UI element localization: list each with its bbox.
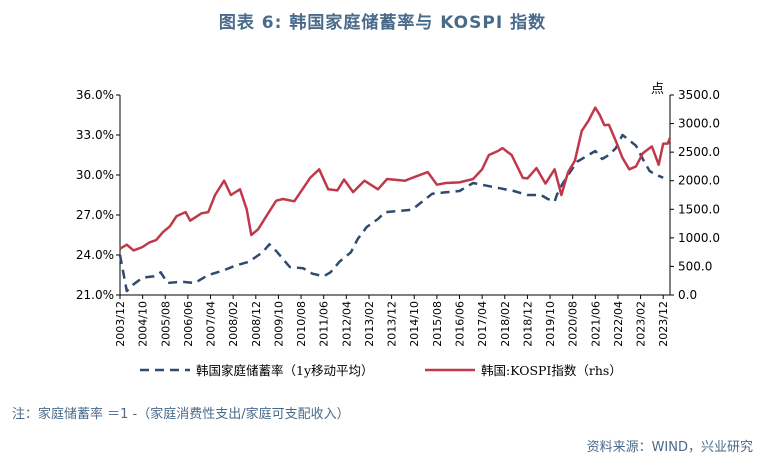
x-tick-label: 2017/04 xyxy=(476,301,489,347)
x-tick-label: 2022/04 xyxy=(612,301,625,347)
right-tick-label: 2500.0 xyxy=(678,145,720,159)
x-tick-label: 2006/06 xyxy=(182,301,195,347)
chart-legend: 韩国家庭储蓄率（1y移动平均） 韩国:KOSPI指数（rhs） xyxy=(140,363,622,378)
right-tick-label: 2000.0 xyxy=(678,174,720,188)
right-axis-unit: 点 xyxy=(651,82,664,97)
x-tick-label: 2016/06 xyxy=(454,301,467,347)
left-tick-label: 30.0% xyxy=(76,168,114,182)
left-tick-label: 21.0% xyxy=(76,288,114,302)
x-tick-label: 2020/08 xyxy=(567,301,580,347)
x-tick-label: 2019/10 xyxy=(544,301,557,347)
x-tick-label: 2021/06 xyxy=(589,301,602,347)
x-tick-label: 2013/12 xyxy=(386,301,399,347)
right-tick-label: 1000.0 xyxy=(678,231,720,245)
x-tick-label: 2014/10 xyxy=(408,301,421,347)
data-source: 资料来源：WIND，兴业研究 xyxy=(586,440,753,455)
legend-kospi-label: 韩国:KOSPI指数（rhs） xyxy=(481,363,622,378)
x-tick-label: 2004/10 xyxy=(137,301,150,347)
x-tick-label: 2009/10 xyxy=(272,301,285,347)
x-tick-label: 2018/12 xyxy=(521,301,534,347)
left-tick-label: 33.0% xyxy=(76,128,114,142)
right-tick-label: 500.0 xyxy=(678,259,712,273)
x-tick-label: 2018/02 xyxy=(499,301,512,347)
x-tick-label: 2003/12 xyxy=(114,301,127,347)
x-tick-label: 2007/04 xyxy=(205,301,218,347)
x-tick-label: 2010/08 xyxy=(295,301,308,347)
x-tick-label: 2008/02 xyxy=(227,301,240,347)
saving-rate-line xyxy=(118,133,664,293)
footnote: 注：家庭储蓄率 ＝1 -（家庭消费性支出/家庭可支配收入） xyxy=(12,407,350,422)
x-tick-label: 2008/12 xyxy=(250,301,263,347)
x-tick-label: 2011/06 xyxy=(318,301,331,347)
x-tick-label: 2023/02 xyxy=(635,301,648,347)
left-tick-label: 24.0% xyxy=(76,248,114,262)
right-tick-label: 0.0 xyxy=(678,288,697,302)
left-tick-label: 27.0% xyxy=(76,208,114,222)
right-tick-label: 3000.0 xyxy=(678,117,720,131)
x-tick-label: 2012/04 xyxy=(340,301,353,347)
left-tick-label: 36.0% xyxy=(76,88,114,102)
chart-title: 图表 6: 韩国家庭储蓄率与 KOSPI 指数 xyxy=(218,13,547,33)
right-tick-label: 3500.0 xyxy=(678,88,720,102)
x-tick-label: 2015/08 xyxy=(431,301,444,347)
chart-axes: 21.0% 24.0% 27.0% 30.0% 33.0% 36.0% 0.0 500.0 10… xyxy=(76,82,720,347)
kospi-line xyxy=(119,106,672,252)
right-tick-label: 1500.0 xyxy=(678,202,720,216)
x-tick-label: 2005/08 xyxy=(159,301,172,347)
x-tick-label: 2023/12 xyxy=(657,301,670,347)
x-tick-label: 2013/02 xyxy=(363,301,376,347)
legend-saving-rate-label: 韩国家庭储蓄率（1y移动平均） xyxy=(196,363,374,378)
chart-series xyxy=(118,106,672,293)
